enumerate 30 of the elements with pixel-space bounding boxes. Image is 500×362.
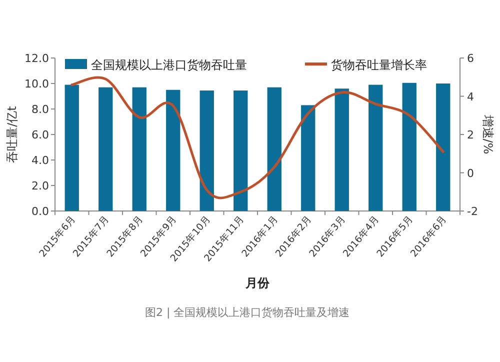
bar: [334, 88, 349, 211]
bar: [200, 90, 214, 211]
bar: [267, 87, 282, 211]
y-tick-label: 2.0: [32, 180, 49, 192]
y-tick-label: 10.0: [24, 78, 49, 90]
y2-tick-label: 4: [467, 90, 474, 104]
y-tick-label: 8.0: [32, 103, 49, 116]
y-tick-label: 12.0: [24, 52, 49, 65]
bar: [368, 84, 383, 211]
y2-tick-label: 0: [467, 166, 474, 180]
y-tick-label: 4.0: [32, 154, 49, 167]
y2-axis-title: 增速/%: [481, 114, 495, 154]
legend-label: 货物吞吐量增长率: [331, 58, 427, 72]
y2-tick-label: 2: [467, 128, 474, 142]
y2-tick-label: 6: [467, 52, 474, 65]
y-tick-label: 6.0: [32, 128, 49, 142]
x-axis-title: 月份: [244, 276, 270, 290]
y2-tick-label: -2: [467, 205, 478, 218]
y-tick-label: 0.0: [32, 205, 49, 218]
bar: [98, 87, 113, 211]
bar: [64, 84, 79, 211]
bar: [402, 82, 416, 211]
bar: [234, 90, 248, 211]
bar: [301, 105, 316, 211]
y-axis-title: 吞吐量/亿t: [5, 106, 19, 163]
bar: [132, 87, 146, 211]
caption: 图2 | 全国规模以上港口货物吞吐量及增速: [145, 306, 350, 319]
legend-label: 全国规模以上港口货物吞吐量: [91, 58, 247, 72]
bar: [166, 90, 180, 211]
bar: [436, 84, 450, 211]
